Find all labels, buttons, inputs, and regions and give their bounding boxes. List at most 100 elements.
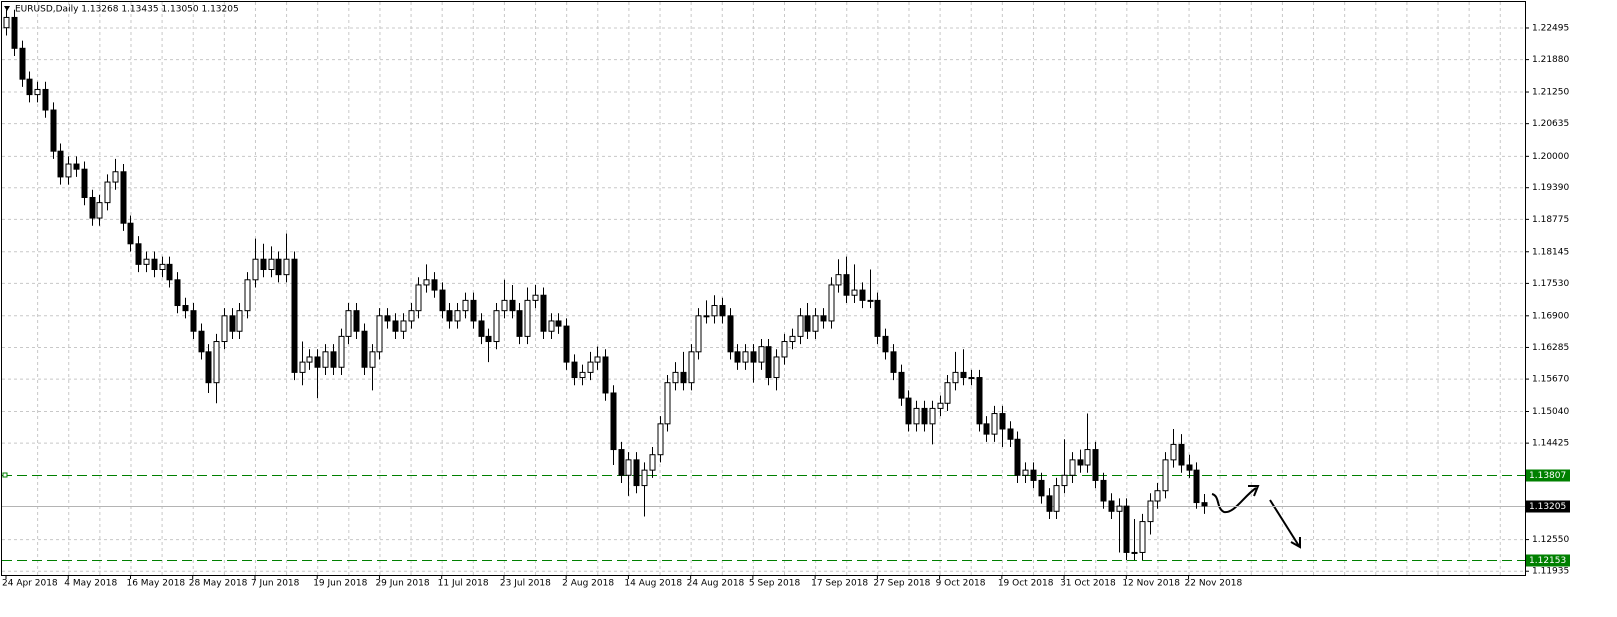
- candle-body: [1193, 469, 1200, 504]
- candle-body: [1201, 502, 1208, 507]
- candle-body: [1007, 428, 1014, 440]
- y-tick-label: 1.15670: [1532, 375, 1569, 385]
- y-tick-label: 1.21250: [1532, 88, 1569, 98]
- candle-body: [773, 356, 780, 379]
- candle-body: [633, 459, 640, 487]
- candle-body: [594, 356, 601, 363]
- candle-body: [890, 351, 897, 373]
- candle-body: [338, 335, 345, 368]
- candle-body: [1154, 490, 1161, 502]
- candle-body: [727, 315, 734, 353]
- y-tick-label: 1.17530: [1532, 279, 1569, 289]
- candle-body: [353, 310, 360, 332]
- candle-body: [929, 407, 936, 425]
- candle-body: [485, 335, 492, 343]
- candle-body: [843, 274, 850, 296]
- candle-body: [104, 181, 111, 204]
- x-tick-label: 28 May 2018: [189, 579, 248, 589]
- x-tick-label: 16 May 2018: [126, 579, 185, 589]
- candle-body: [400, 320, 407, 332]
- candle-body: [501, 299, 508, 312]
- candle-body: [306, 356, 313, 363]
- candle-body: [408, 310, 415, 322]
- candle-body: [89, 196, 96, 219]
- x-tick-label: 23 Jul 2018: [500, 579, 551, 589]
- candle-body: [976, 377, 983, 425]
- bid-label-box: [1526, 500, 1570, 513]
- candle-body: [34, 88, 41, 96]
- candle-body: [524, 299, 531, 337]
- candle-body: [882, 335, 889, 353]
- candle-body: [781, 341, 788, 358]
- candle-body: [190, 310, 197, 332]
- candle-body: [610, 392, 617, 451]
- candle-body: [19, 47, 26, 80]
- y-tick-label: 1.18775: [1532, 215, 1569, 225]
- candle-body: [470, 299, 477, 322]
- candle-body: [874, 299, 881, 337]
- candle-body: [244, 279, 251, 312]
- candle-body: [322, 351, 329, 368]
- candle-body: [532, 294, 539, 301]
- candle-body: [439, 289, 446, 312]
- candle-body: [369, 351, 376, 368]
- plot-frame: [1, 1, 1526, 576]
- candle-body: [221, 315, 228, 343]
- y-tick-label: 1.20000: [1532, 152, 1569, 162]
- candle-body: [120, 171, 127, 224]
- chart-title: EURUSD,Daily 1.13268 1.13435 1.13050 1.1…: [15, 5, 239, 15]
- candle-body: [135, 243, 142, 265]
- x-tick-label: 11 Jul 2018: [438, 579, 489, 589]
- candle-body: [711, 305, 718, 317]
- candle-body: [657, 423, 664, 456]
- candle-body: [345, 310, 352, 337]
- forecast-arrows: [1211, 485, 1301, 549]
- arrow-head-down: [1290, 537, 1301, 549]
- candle-body: [143, 258, 150, 265]
- candle-body: [392, 320, 399, 332]
- arrow-head-up: [1248, 485, 1260, 497]
- candle-body: [540, 294, 547, 332]
- level-label-box: [1526, 554, 1570, 567]
- candle-body: [719, 305, 726, 317]
- forecast-down: [1269, 499, 1300, 547]
- candle-body: [1139, 521, 1146, 553]
- candle-body: [73, 163, 80, 170]
- candle-body: [3, 16, 10, 29]
- candle-body: [789, 335, 796, 343]
- candle-body: [1147, 500, 1154, 523]
- candle-body: [750, 351, 757, 363]
- candle-body: [446, 310, 453, 322]
- candle-body: [804, 315, 811, 332]
- y-tick-label: 1.22495: [1532, 23, 1569, 33]
- candle-body: [664, 382, 671, 425]
- candle-body: [229, 315, 236, 332]
- candle-body: [587, 361, 594, 373]
- candle-body: [299, 361, 306, 373]
- candle-body: [734, 351, 741, 363]
- candles: [3, 9, 1208, 561]
- x-tick-label: 7 Jun 2018: [251, 579, 300, 589]
- candle-body: [174, 279, 181, 307]
- candle-body: [65, 163, 72, 178]
- x-tick-label: 5 Sep 2018: [749, 579, 801, 589]
- candle-body: [462, 299, 469, 312]
- x-tick-label: 2 Aug 2018: [562, 579, 614, 589]
- candle-body: [960, 371, 967, 379]
- candle-body: [944, 382, 951, 404]
- candle-body: [330, 351, 337, 368]
- candle-body: [905, 397, 912, 425]
- candle-body: [1053, 485, 1060, 512]
- candle-body: [649, 454, 656, 471]
- candle-body: [127, 222, 134, 245]
- x-tick-label: 14 Aug 2018: [624, 579, 682, 589]
- candle-body: [1030, 469, 1037, 481]
- candle-body: [415, 284, 422, 312]
- candle-body: [1131, 551, 1138, 554]
- candle-body: [571, 361, 578, 379]
- candle-body: [555, 320, 562, 327]
- candle-body: [898, 371, 905, 399]
- candle-body: [423, 279, 430, 286]
